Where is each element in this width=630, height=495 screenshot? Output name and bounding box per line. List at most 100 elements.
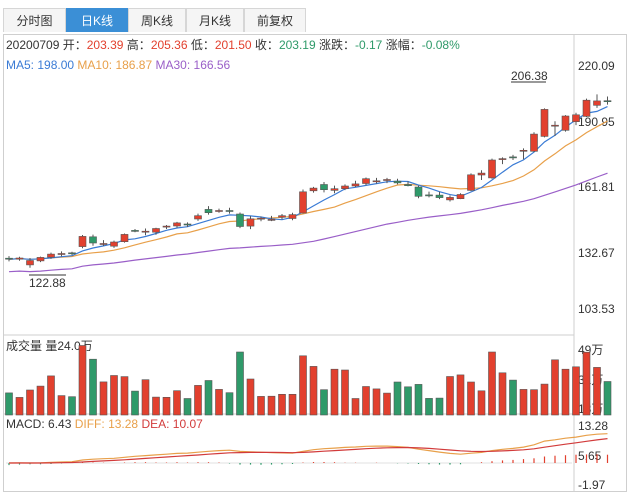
candle-body-23 [246, 218, 255, 227]
candle-body-40 [425, 194, 433, 197]
candle-body-13 [141, 230, 150, 233]
tab-daily-k[interactable]: 日K线 [66, 8, 128, 32]
tab-intraday[interactable]: 分时图 [3, 8, 66, 32]
ma30-line [8, 172, 608, 273]
volume-bar-34 [362, 386, 370, 416]
candle-body-56 [593, 100, 601, 106]
candle-body-8 [89, 236, 97, 244]
candle-body-49 [519, 150, 528, 152]
volume-bar-21 [225, 392, 234, 416]
ma10-label: MA10: [77, 58, 113, 72]
volume-bar-41 [435, 397, 444, 416]
candle-body-6 [68, 252, 76, 255]
macd-tick-1: 13.28 [578, 419, 609, 433]
macd-value: 6.43 [48, 417, 72, 431]
candle-body-17 [183, 223, 192, 226]
volume-bar-16 [173, 390, 181, 416]
candle-body-5 [57, 253, 66, 255]
volume-bar-49 [519, 389, 528, 416]
candle-body-39 [414, 186, 423, 197]
candle-body-44 [467, 174, 475, 191]
volume-bar-38 [404, 386, 412, 416]
min-price-annotation: 122.88 [29, 276, 66, 290]
volume-bar-17 [183, 398, 192, 416]
macd-label: MACD: [6, 417, 45, 431]
volume-bar-19 [204, 380, 213, 416]
candle-body-3 [36, 257, 45, 262]
ma5-label: MA5: [6, 58, 35, 72]
close-value: 203.19 [278, 38, 316, 52]
candle-body-57 [603, 100, 612, 102]
candle-body-25 [267, 219, 276, 221]
candle-body-22 [236, 213, 244, 227]
dea-value: 10.07 [172, 417, 203, 431]
ma5-value: 198.00 [37, 58, 75, 72]
volume-label: 量 [45, 339, 58, 353]
price-tick-2: 190.95 [578, 115, 615, 129]
volume-bar-35 [372, 388, 381, 416]
candle-body-52 [551, 124, 559, 127]
quote-date: 20200709 [6, 38, 60, 52]
price-tick-4: 132.67 [578, 246, 615, 260]
volume-bar-22 [236, 351, 244, 416]
volume-bar-36 [383, 392, 391, 416]
volume-bar-30 [320, 389, 328, 416]
price-tick-3: 161.81 [578, 180, 615, 194]
diff-value: 13.28 [108, 417, 139, 431]
min-price-value: 122.88 [29, 276, 66, 290]
macd-diff-line [8, 433, 608, 464]
volume-bar-40 [425, 398, 433, 416]
candle-body-46 [488, 159, 496, 179]
ma30-value: 166.56 [193, 58, 231, 72]
candle-body-7 [78, 236, 87, 247]
volume-bar-18 [194, 385, 202, 416]
candle-body-18 [194, 215, 202, 220]
candle-body-37 [393, 180, 402, 184]
volume-bar-45 [477, 390, 486, 416]
volume-bar-55 [582, 351, 591, 416]
price-tick-5: 103.53 [578, 302, 615, 316]
macd-header: MACD: 6.43 DIFF: 13.28 DEA: 10.07 [6, 416, 203, 432]
volume-bar-32 [341, 369, 349, 416]
change-value: -0.17 [355, 38, 383, 52]
volume-bar-5 [57, 395, 66, 416]
candle-body-16 [173, 222, 181, 227]
volume-bar-42 [446, 376, 454, 416]
candle-body-45 [477, 172, 486, 176]
volume-bar-48 [509, 379, 517, 416]
volume-bar-7 [78, 345, 87, 416]
volume-bar-26 [278, 393, 286, 416]
candle-body-29 [309, 187, 318, 192]
volume-bar-14 [152, 396, 160, 416]
candle-body-51 [540, 109, 549, 137]
tab-weekly-k[interactable]: 周K线 [128, 8, 186, 32]
tab-forward-adjusted[interactable]: 前复权 [244, 8, 306, 32]
low-label: 低： [190, 38, 215, 52]
volume-title: 成交量 [6, 339, 43, 353]
candle-body-14 [152, 228, 160, 233]
volume-bar-3 [36, 385, 45, 416]
ma10-line [8, 120, 608, 260]
ma30-label: MA30: [155, 58, 191, 72]
volume-bar-43 [456, 374, 465, 416]
volume-bar-23 [246, 378, 255, 416]
volume-bar-0 [5, 392, 13, 416]
volume-bar-28 [299, 355, 307, 416]
volume-bar-47 [498, 372, 507, 416]
volume-bar-11 [120, 376, 129, 416]
volume-bar-9 [99, 381, 108, 416]
tab-monthly-k[interactable]: 月K线 [186, 8, 244, 32]
volume-bar-56 [593, 367, 601, 416]
volume-bar-27 [288, 393, 297, 416]
volume-bar-54 [572, 366, 580, 416]
candle-body-33 [351, 183, 360, 187]
macd-tick-2: 5.65 [578, 449, 602, 463]
high-value: 205.36 [150, 38, 188, 52]
candle-body-38 [404, 184, 412, 187]
volume-bar-39 [414, 384, 423, 416]
candle-body-4 [47, 253, 55, 258]
volume-bar-50 [530, 389, 538, 416]
candle-body-19 [204, 209, 213, 213]
quote-line: 20200709 开：203.39 高：205.36 低：201.50 收：20… [6, 37, 460, 53]
